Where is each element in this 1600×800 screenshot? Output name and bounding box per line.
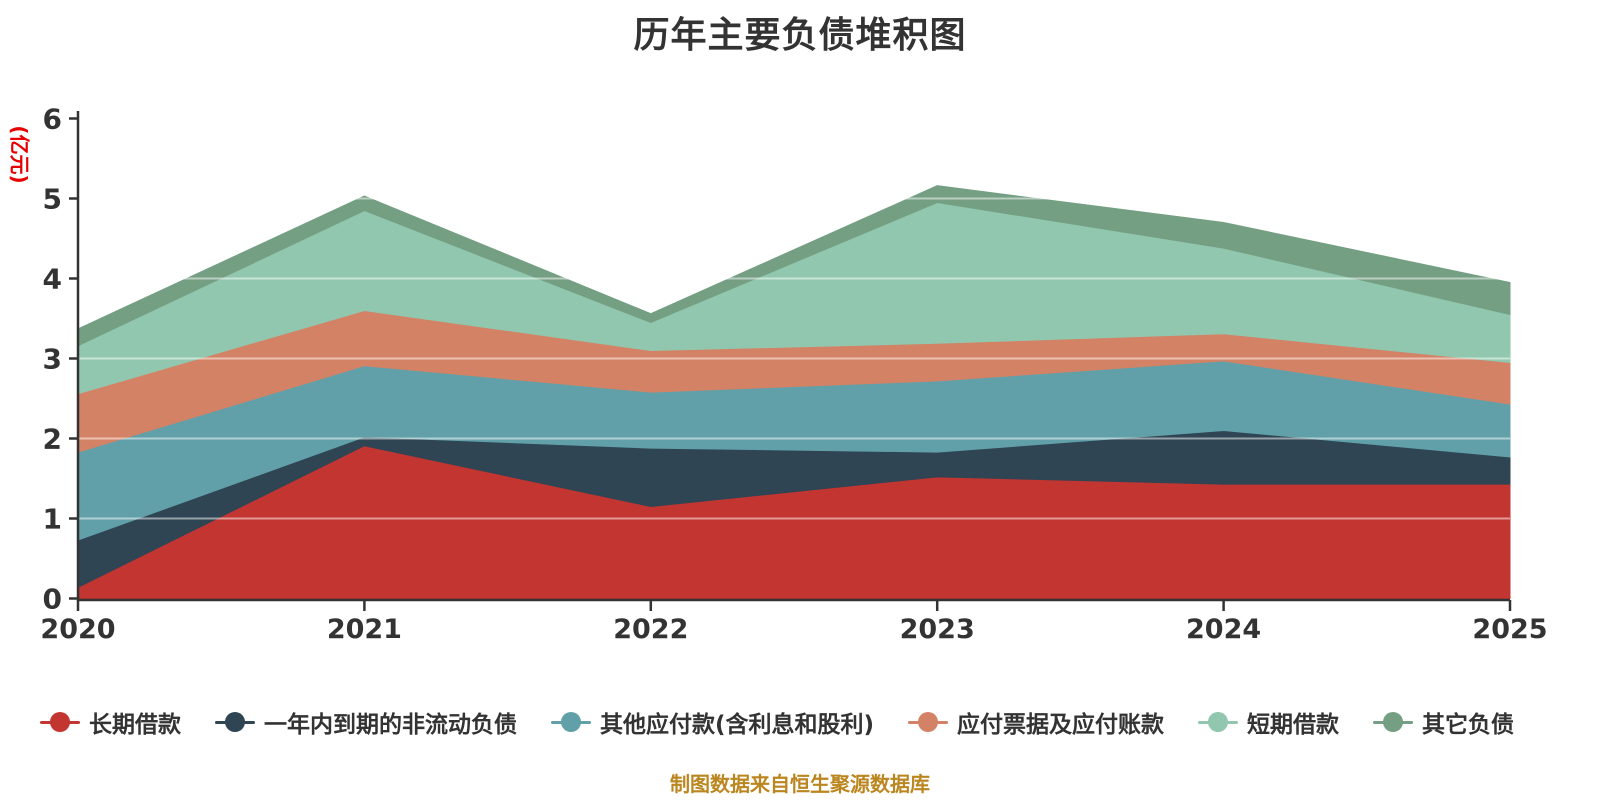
legend-item-3[interactable]: 应付票据及应付账款 [908,705,1164,739]
legend-marker-dot [225,712,245,732]
legend-marker-dot [1383,712,1404,732]
legend-label: 长期借款 [89,712,181,738]
legend: 长期借款 一年内到期的非流动负债 其他应付款(含利息和股利) 应付票据及应付账款 短期借… [40,702,1570,742]
legend-label: 应付票据及应付账款 [957,712,1165,738]
legend-item-4[interactable]: 短期借款 [1198,705,1339,739]
x-tick-label-2022: 2022 [613,614,688,645]
legend-line-dot-icon [40,712,80,732]
legend-label: 短期借款 [1247,712,1340,738]
y-tick-label-4: 4 [43,263,62,296]
legend-marker-dot [918,712,939,732]
x-tick-label-2020: 2020 [40,614,115,645]
legend-item-5[interactable]: 其它负债 [1373,705,1514,739]
legend-marker-dot [1208,712,1229,732]
legend-item-2[interactable]: 其他应付款(含利息和股利) [551,705,874,739]
legend-label: 其它负债 [1422,712,1515,738]
legend-label: 一年内到期的非流动负债 [264,712,517,738]
x-tick-label-2025: 2025 [1472,614,1547,645]
legend-line-dot-icon [908,712,949,732]
legend-line-dot-icon [551,712,591,732]
y-tick-label-0: 0 [43,583,62,616]
legend-item-1[interactable]: 一年内到期的非流动负债 [215,705,517,739]
legend-marker-dot [561,712,581,732]
x-tick-label-2021: 2021 [327,614,402,645]
legend-line-dot-icon [1198,712,1239,732]
y-tick-label-3: 3 [43,343,62,376]
chart-title: 历年主要负债堆积图 [633,15,967,56]
y-tick-label-5: 5 [43,183,62,216]
source-note: 制图数据来自恒生聚源数据库 [670,772,930,796]
x-tick-label-2024: 2024 [1186,614,1261,645]
x-tick-label-2023: 2023 [900,614,975,645]
y-tick-label-2: 2 [43,423,62,456]
legend-item-0[interactable]: 长期借款 [40,705,181,739]
area-series-5 [77,185,1511,347]
y-tick-label-1: 1 [43,503,62,536]
legend-line-dot-icon [1373,712,1414,732]
legend-line-dot-icon [215,712,255,732]
legend-marker-dot [50,712,70,732]
y-tick-label-6: 6 [43,103,62,136]
plot-area[interactable]: 0 1 2 3 4 5 6 2020 2021 2022 2023 2024 2025 [0,0,1600,690]
legend-label: 其他应付款(含利息和股利) [600,712,875,738]
